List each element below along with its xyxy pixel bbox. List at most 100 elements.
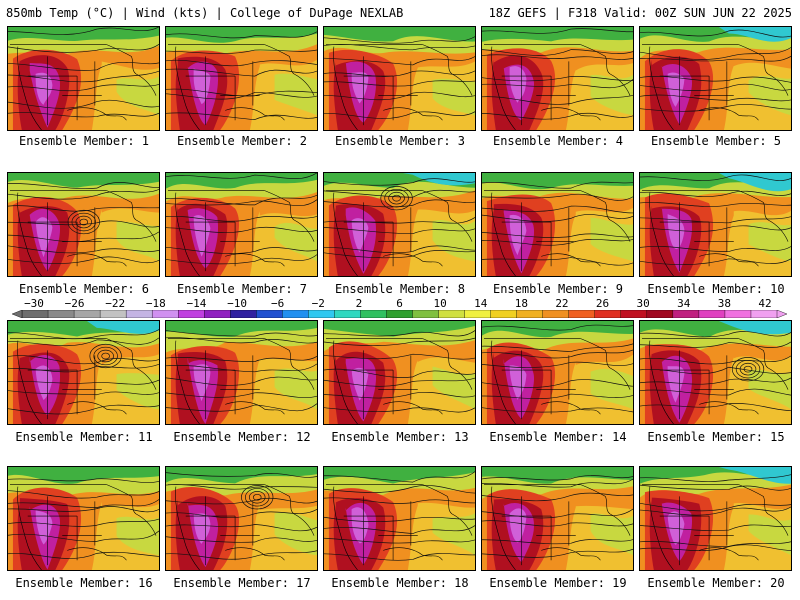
scale-color-bin (750, 310, 778, 318)
ensemble-member-label: Ensemble Member: 20 (647, 576, 785, 590)
ensemble-member-map-14 (481, 320, 634, 425)
ensemble-member-map-3 (323, 26, 476, 131)
scale-color-bin (516, 310, 544, 318)
temperature-field-map (166, 173, 317, 276)
ensemble-member-label: Ensemble Member: 7 (176, 282, 308, 296)
scale-tick-label: −10 (227, 297, 247, 310)
ensemble-member-label: Ensemble Member: 11 (15, 430, 153, 444)
scale-color-bin (698, 310, 726, 318)
scale-color-bin (256, 310, 284, 318)
model-run-info: 18Z GEFS | F318 Valid: 00Z SUN JUN 22 20… (488, 6, 792, 20)
scale-tick-label: 34 (677, 297, 691, 310)
temperature-field-map (8, 321, 159, 424)
ensemble-member-map-7 (165, 172, 318, 277)
scale-color-bin (724, 310, 752, 318)
scale-color-bin (490, 310, 518, 318)
scale-color-bar (12, 310, 787, 318)
ensemble-member-label: Ensemble Member: 14 (489, 430, 627, 444)
temperature-field-map (640, 467, 791, 570)
temperature-field-map (640, 173, 791, 276)
scale-tick-label: −26 (64, 297, 85, 310)
scale-tick-label: 26 (595, 297, 610, 310)
temperature-field-map (640, 27, 791, 130)
ensemble-member-map-20 (639, 466, 792, 571)
scale-right-arrow (776, 310, 787, 318)
ensemble-member-map-11 (7, 320, 160, 425)
ensemble-member-map-8 (323, 172, 476, 277)
temperature-field-map (482, 321, 633, 424)
scale-left-arrow (12, 310, 23, 318)
scale-tick-label: 14 (474, 297, 488, 310)
ensemble-member-map-12 (165, 320, 318, 425)
scale-color-bin (334, 310, 362, 318)
temperature-field-map (324, 173, 475, 276)
scale-tick-label: −14 (186, 297, 207, 310)
ensemble-member-label: Ensemble Member: 9 (492, 282, 624, 296)
temperature-field-map (166, 321, 317, 424)
scale-color-bin (230, 310, 258, 318)
scale-color-bin (438, 310, 466, 318)
ensemble-member-label: Ensemble Member: 13 (331, 430, 469, 444)
temperature-field-map (324, 467, 475, 570)
scale-tick-label: −30 (24, 297, 44, 310)
ensemble-member-label: Ensemble Member: 3 (334, 134, 466, 148)
temperature-field-map (482, 173, 633, 276)
scale-color-bin (151, 310, 179, 318)
scale-tick-label: −22 (105, 297, 126, 310)
scale-color-bin (464, 310, 492, 318)
ensemble-member-map-1 (7, 26, 160, 131)
scale-color-bin (308, 310, 336, 318)
scale-tick-label: 42 (758, 297, 772, 310)
scale-color-bin (360, 310, 388, 318)
temperature-field-map (166, 467, 317, 570)
scale-tick-label: 2 (355, 297, 363, 310)
scale-color-bin (73, 310, 101, 318)
ensemble-member-map-5 (639, 26, 792, 131)
scale-color-bin (672, 310, 700, 318)
scale-tick-label: 10 (433, 297, 447, 310)
ensemble-member-label: Ensemble Member: 18 (331, 576, 469, 590)
ensemble-member-map-15 (639, 320, 792, 425)
scale-tick-label: 18 (514, 297, 528, 310)
scale-color-bin (594, 310, 622, 318)
temperature-field-map (482, 467, 633, 570)
scale-color-bin (47, 310, 75, 318)
temperature-field-map (324, 321, 475, 424)
ensemble-member-map-10 (639, 172, 792, 277)
temperature-field-map (8, 173, 159, 276)
ensemble-member-map-16 (7, 466, 160, 571)
scale-tick-label: −18 (145, 297, 166, 310)
scale-tick-label: 6 (396, 297, 403, 310)
ensemble-member-map-19 (481, 466, 634, 571)
ensemble-member-label: Ensemble Member: 12 (173, 430, 311, 444)
ensemble-member-map-6 (7, 172, 160, 277)
ensemble-member-label: Ensemble Member: 1 (18, 134, 150, 148)
ensemble-member-label: Ensemble Member: 10 (647, 282, 785, 296)
ensemble-member-label: Ensemble Member: 15 (647, 430, 785, 444)
ensemble-member-label: Ensemble Member: 17 (173, 576, 311, 590)
temperature-field-map (166, 27, 317, 130)
ensemble-member-map-2 (165, 26, 318, 131)
scale-color-bin (204, 310, 231, 318)
map-title: 850mb Temp (°C) | Wind (kts) | College o… (6, 6, 404, 20)
scale-tick-label: 38 (717, 297, 731, 310)
temperature-field-map (8, 467, 159, 570)
temperature-color-scale: −30 −26 −22 −18 −14 −10 −6 −2 2 6 10 14 18 22 26 30 34 38… (0, 296, 800, 318)
temperature-field-map (482, 27, 633, 130)
ensemble-member-label: Ensemble Member: 16 (15, 576, 153, 590)
scale-tick-label: 30 (636, 297, 650, 310)
ensemble-member-label: Ensemble Member: 6 (18, 282, 150, 296)
scale-tick-label: −2 (311, 297, 325, 310)
ensemble-member-map-17 (165, 466, 318, 571)
ensemble-member-map-9 (481, 172, 634, 277)
ensemble-member-label: Ensemble Member: 5 (650, 134, 782, 148)
scale-color-bin (178, 310, 205, 318)
ensemble-member-label: Ensemble Member: 8 (334, 282, 466, 296)
ensemble-member-map-4 (481, 26, 634, 131)
scale-tick-label: −6 (271, 297, 285, 310)
scale-color-bin (99, 310, 127, 318)
scale-color-bin (282, 310, 310, 318)
ensemble-member-label: Ensemble Member: 4 (492, 134, 624, 148)
scale-color-bin (568, 310, 596, 318)
scale-tick-label: 22 (555, 297, 569, 310)
